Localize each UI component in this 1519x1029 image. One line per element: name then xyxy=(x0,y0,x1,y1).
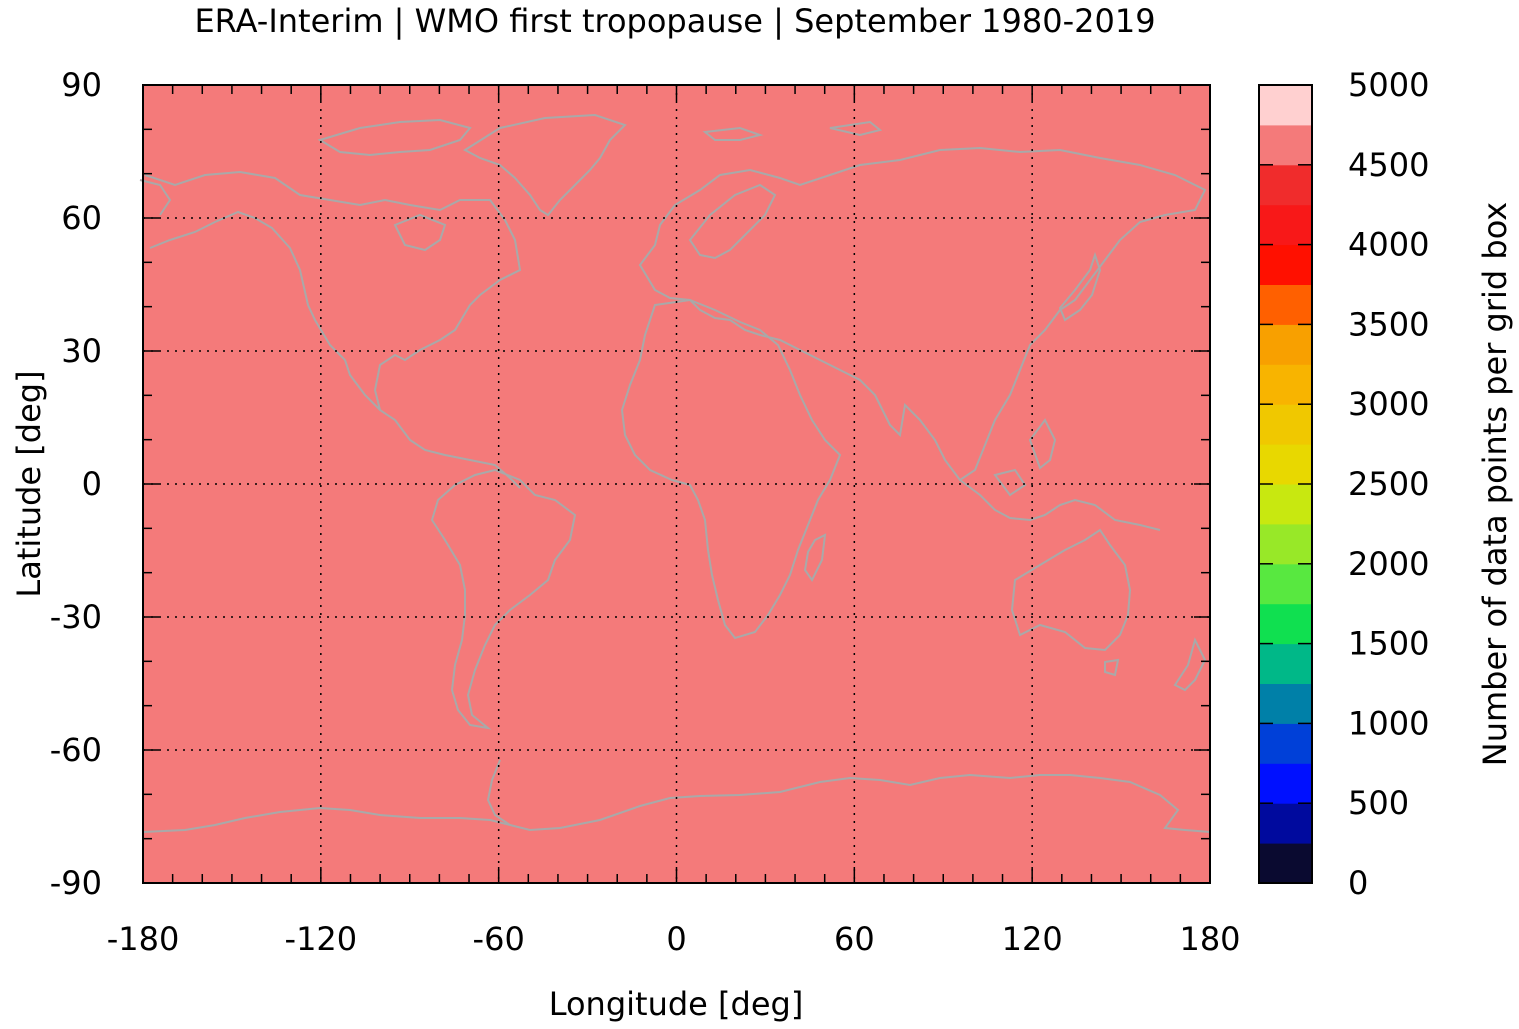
x-tick-label: 60 xyxy=(834,920,875,958)
x-tick-label: -120 xyxy=(285,920,358,958)
x-tick-label: -180 xyxy=(107,920,180,958)
colorbar-band xyxy=(1259,284,1312,325)
x-tick-label: 120 xyxy=(1002,920,1063,958)
x-tick-labels: -180 -120 -60 0 60 120 180 xyxy=(107,920,1241,958)
coastline-arctic-islands xyxy=(317,118,883,252)
colorbar-band xyxy=(1259,164,1312,206)
y-tick-label: 90 xyxy=(61,66,102,104)
x-tick-label: -60 xyxy=(473,920,525,958)
colorbar-tick-label: 1500 xyxy=(1348,625,1429,663)
colorbar-band xyxy=(1259,763,1312,804)
colorbar-band xyxy=(1259,85,1312,126)
colorbar-band xyxy=(1259,404,1312,445)
colorbar-tick-label: 1000 xyxy=(1348,704,1429,742)
x-tick-label: 0 xyxy=(666,920,686,958)
y-tick-label: -90 xyxy=(50,864,102,902)
colorbar-tick-label: 500 xyxy=(1348,784,1409,822)
y-tick-label: -30 xyxy=(50,598,102,636)
colorbar-tick-label: 4000 xyxy=(1348,226,1429,264)
colorbar-bands xyxy=(1259,85,1312,884)
x-axis-label: Longitude [deg] xyxy=(549,985,804,1023)
colorbar-band xyxy=(1259,124,1312,166)
colorbar-band xyxy=(1259,204,1312,246)
chart-title: ERA-Interim | WMO first tropopause | Sep… xyxy=(194,2,1155,40)
colorbar-band xyxy=(1259,364,1312,405)
y-tick-label: 30 xyxy=(61,332,102,370)
coastline-madagascar xyxy=(803,533,827,582)
coastline-eurasia xyxy=(638,146,1207,482)
coastline-south-america xyxy=(430,468,577,730)
coastline-antarctica xyxy=(142,773,1211,833)
colorbar-band xyxy=(1259,324,1312,365)
colorbar-band xyxy=(1259,803,1312,844)
colorbar-tick-label: 2500 xyxy=(1348,465,1429,503)
colorbar-band xyxy=(1259,523,1312,565)
colorbar-tick-label: 2000 xyxy=(1348,545,1429,583)
coastlines xyxy=(139,113,1211,833)
colorbar-band xyxy=(1259,603,1312,645)
colorbar-tick-label: 3000 xyxy=(1348,385,1429,423)
coastline-scandinavia xyxy=(688,183,777,260)
colorbar-tick-label: 0 xyxy=(1348,864,1368,902)
colorbar-tick-label: 4500 xyxy=(1348,146,1429,184)
coastline-japan xyxy=(1058,251,1102,322)
y-axis-label: Latitude [deg] xyxy=(10,370,48,597)
colorbar-band xyxy=(1259,484,1312,525)
coastline-australia xyxy=(1010,528,1132,677)
colorbar-band xyxy=(1259,683,1312,724)
colorbar-tick-labels: 0 500 1000 1500 2000 2500 3000 3500 4000 4500 5000 xyxy=(1348,66,1429,902)
colorbar-band xyxy=(1259,843,1312,884)
coastline-greenland xyxy=(463,113,627,217)
plot-frame xyxy=(142,84,1211,884)
x-tick-label: 180 xyxy=(1179,920,1240,958)
y-tick-label: 0 xyxy=(82,465,102,503)
colorbar-band xyxy=(1259,723,1312,764)
colorbar-band xyxy=(1259,444,1312,485)
y-tick-labels: -90 -60 -30 0 30 60 90 xyxy=(50,66,102,902)
y-tick-label: -60 xyxy=(50,731,102,769)
coastline-new-zealand xyxy=(1173,637,1207,692)
colorbar-label: Number of data points per grid box xyxy=(1476,202,1514,766)
colorbar: 0 500 1000 1500 2000 2500 3000 3500 4000 4500 5000… xyxy=(1258,66,1514,902)
tick-marks xyxy=(142,84,1211,884)
map-panel: -180 -120 -60 0 60 120 180 -90 -60 -30 0 30 60 90 xyxy=(50,66,1241,958)
coastline-maritime-continent xyxy=(959,418,1161,531)
coastline-antarctic-peninsula xyxy=(486,759,511,826)
colorbar-tick-label: 3500 xyxy=(1348,305,1429,343)
colorbar-band xyxy=(1259,643,1312,684)
coastline-africa xyxy=(620,298,842,640)
colorbar-band xyxy=(1259,563,1312,605)
coastline-north-america xyxy=(139,170,522,489)
colorbar-band xyxy=(1259,244,1312,285)
grid-lines xyxy=(143,85,1210,883)
colorbar-tick-label: 5000 xyxy=(1348,66,1429,104)
colorbar-frame xyxy=(1258,84,1313,884)
y-tick-label: 60 xyxy=(61,199,102,237)
